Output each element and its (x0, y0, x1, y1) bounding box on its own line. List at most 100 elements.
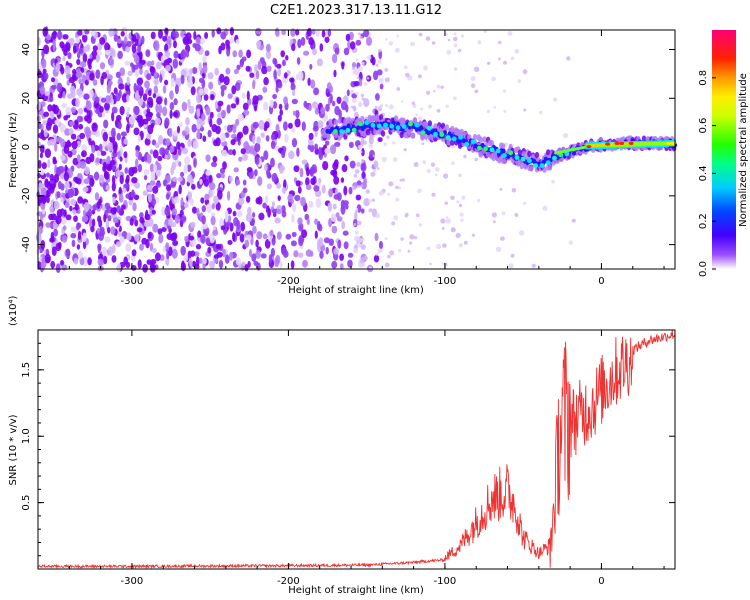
noise-cell (188, 105, 195, 114)
noise-cell (360, 208, 365, 214)
noise-cell (119, 67, 126, 77)
noise-cell (379, 83, 384, 90)
noise-cell (343, 47, 350, 56)
ridge-spot (520, 156, 526, 162)
noise-cell (376, 69, 383, 76)
noise-cell (166, 233, 173, 240)
spectrogram-x-ticks: -300 -200 -100 0 (37, 30, 665, 287)
noise-cell (293, 165, 300, 173)
snr-y-ticks: 0.5 1.0 1.5 (21, 342, 675, 557)
noise-cell (210, 216, 216, 226)
noise-cell (132, 202, 137, 212)
noise-cell (166, 184, 172, 192)
noise-cell (290, 240, 297, 247)
noise-cell (421, 142, 425, 146)
noise-cell (126, 106, 130, 114)
noise-cell (173, 31, 179, 39)
x-tick-label: -100 (434, 276, 457, 287)
noise-cell (71, 140, 78, 150)
noise-cell (435, 167, 440, 172)
noise-cell (369, 149, 375, 159)
noise-cell (113, 87, 118, 95)
ridge-halo (371, 115, 376, 122)
colorbar-tick-label: 0.2 (698, 213, 709, 229)
noise-cell (126, 123, 130, 134)
noise-cell (56, 136, 63, 143)
noise-cell (182, 36, 190, 46)
ridge-halo (322, 131, 327, 139)
noise-cell (247, 206, 252, 215)
noise-cell (338, 109, 342, 119)
noise-cell (431, 192, 436, 197)
noise-cell (67, 150, 73, 158)
noise-cell (148, 89, 152, 97)
noise-cell (348, 141, 354, 149)
noise-cell (348, 186, 353, 195)
noise-cell (222, 161, 227, 170)
noise-cell (106, 155, 111, 165)
noise-cell (340, 205, 346, 215)
noise-cell (42, 27, 48, 37)
noise-cell (40, 262, 45, 272)
noise-cell (229, 222, 234, 232)
noise-cell (357, 144, 362, 150)
noise-cell (352, 67, 355, 70)
ridge-spot (564, 151, 570, 157)
noise-cell (173, 50, 179, 59)
ridge-spot (358, 121, 363, 127)
noise-cell (41, 162, 47, 170)
noise-cell (341, 164, 348, 173)
noise-cell (436, 108, 441, 113)
noise-cell (411, 101, 416, 105)
noise-cell (255, 70, 260, 80)
noise-cell (197, 230, 202, 238)
noise-cell (298, 222, 304, 232)
noise-cell (193, 30, 197, 40)
noise-cell (473, 66, 480, 73)
noise-cell (130, 62, 134, 68)
ridge-peak (605, 142, 611, 146)
ridge-spot (333, 129, 338, 134)
noise-cell (339, 253, 344, 261)
noise-cell (293, 250, 299, 258)
noise-cell (417, 116, 423, 121)
noise-cell (200, 197, 205, 204)
ridge-halo (410, 132, 416, 139)
noise-cell (37, 159, 42, 169)
noise-cell (50, 213, 57, 221)
y-tick-label: 1.0 (21, 428, 32, 444)
noise-cell (180, 50, 187, 60)
noise-cell (324, 30, 329, 38)
noise-cell (236, 132, 241, 143)
noise-cell (417, 188, 422, 194)
noise-cell (283, 72, 288, 79)
noise-cell (333, 69, 337, 78)
noise-cell (169, 102, 175, 111)
noise-cell (135, 158, 139, 168)
noise-cell (396, 34, 399, 38)
noise-cell (195, 36, 201, 46)
noise-cell (291, 213, 295, 223)
ridge-spot (395, 125, 401, 131)
noise-cell (75, 37, 80, 44)
noise-cell (363, 255, 368, 261)
noise-cell (180, 197, 184, 206)
noise-cell (227, 240, 233, 245)
noise-cell (111, 106, 118, 114)
noise-cell (174, 84, 179, 95)
noise-cell (255, 250, 261, 259)
noise-cell (119, 105, 125, 116)
noise-cell (531, 263, 536, 268)
noise-cell (61, 235, 68, 243)
noise-cell (273, 69, 277, 80)
noise-cell (275, 123, 280, 133)
noise-cell (94, 145, 100, 151)
noise-cell (123, 183, 130, 189)
noise-cell (470, 76, 476, 81)
noise-cell (97, 243, 102, 251)
noise-cell (270, 157, 275, 168)
ridge-halo (360, 115, 365, 123)
noise-cell (272, 93, 277, 100)
noise-cell (380, 104, 384, 107)
noise-cell (331, 260, 338, 269)
